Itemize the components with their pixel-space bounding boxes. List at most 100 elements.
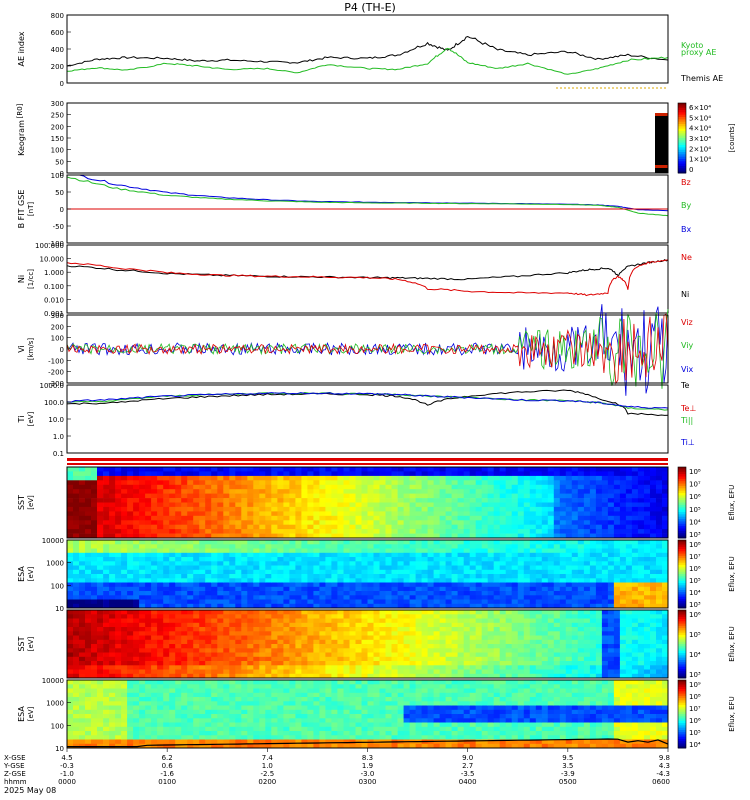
esa_ion-cell (602, 595, 608, 600)
esa_ion-cell (632, 600, 638, 605)
esa_ion-cell (79, 544, 85, 549)
sst_ion-cell (356, 498, 362, 503)
esa_ion-cell (464, 553, 470, 558)
sst_ion-cell (500, 494, 506, 499)
sst_ion-cell (362, 467, 368, 472)
sst_ion-cell (217, 480, 223, 485)
sst_ion-cell (145, 485, 151, 490)
sst_ion-cell (217, 467, 223, 472)
sst_elec-cell (175, 665, 181, 670)
sst_elec-cell (518, 665, 524, 670)
sst_ion-cell (542, 494, 548, 499)
sst_elec-cell (151, 657, 157, 662)
sst_ion-cell (103, 516, 109, 521)
sst_elec-cell (307, 648, 313, 653)
sst_elec-cell (626, 657, 632, 662)
sst_elec-cell (434, 644, 440, 649)
sst_ion-cell (121, 467, 127, 472)
sst_elec-cell (289, 640, 295, 645)
esa_ion-cell (392, 578, 398, 583)
sst_ion-cell (356, 494, 362, 499)
sst_ion-cell (476, 498, 482, 503)
esa_ion-cell (644, 549, 650, 554)
sst_elec-cell (488, 657, 494, 662)
esa_ion-cell (512, 553, 518, 558)
sst_elec-cell (115, 627, 121, 632)
sst_ion-cell (199, 525, 205, 530)
sst_elec-cell (247, 648, 253, 653)
sst_ion-cell (301, 480, 307, 485)
esa_ion-cell (536, 587, 542, 592)
sst_elec-cell (235, 665, 241, 670)
sst_ion-cell (271, 511, 277, 516)
sst_ion-cell (344, 503, 350, 508)
sst_ion-cell (656, 476, 662, 481)
sst_ion-cell (536, 507, 542, 512)
esa_ion-cell (626, 570, 632, 575)
sst_elec-cell (428, 653, 434, 658)
sst_ion-cell (416, 476, 422, 481)
esa_ion-cell (662, 566, 668, 571)
sst_elec-cell (337, 623, 343, 628)
sst_elec-cell (428, 661, 434, 666)
sst_ion-cell (127, 516, 133, 521)
sst_elec-cell (259, 623, 265, 628)
sst_elec-cell (295, 670, 301, 675)
sst_elec-cell (319, 627, 325, 632)
sst_elec-cell (554, 636, 560, 641)
sst_ion-cell (344, 511, 350, 516)
esa_ion-cell (356, 587, 362, 592)
sst_ion-cell (295, 507, 301, 512)
esa_ion-cell (337, 574, 343, 579)
sst_elec-cell (337, 644, 343, 649)
sst_elec-cell (446, 614, 452, 619)
sst_ion-cell (181, 485, 187, 490)
esa_ion-cell (494, 570, 500, 575)
esa_ion-cell (362, 578, 368, 583)
esa_ion-cell (644, 574, 650, 579)
sst_elec-cell (115, 648, 121, 653)
esa_ion-cell (157, 583, 163, 588)
sst_ion-cell (500, 480, 506, 485)
sst_elec-cell (350, 653, 356, 658)
sst_ion-cell (416, 529, 422, 534)
sst_ion-cell (422, 516, 428, 521)
sst_ion-cell (638, 507, 644, 512)
sst_ion-cell (211, 489, 217, 494)
esa_ion-cell (121, 570, 127, 575)
sst_elec-cell (572, 657, 578, 662)
esa_ion-cell (139, 553, 145, 558)
velocity-legend-0: Viz (681, 318, 693, 327)
temperature-ytick: 1000.0 (40, 382, 65, 390)
esa_ion-cell (638, 587, 644, 592)
sst_elec-cell (644, 636, 650, 641)
sst_ion-cell (644, 529, 650, 534)
sst_ion-cell (650, 489, 656, 494)
sst_ion-cell (175, 525, 181, 530)
esa_ion-cell (319, 600, 325, 605)
sst_ion-cell (283, 476, 289, 481)
sst_elec-cell (584, 636, 590, 641)
sst_ion-cell (410, 520, 416, 525)
sst_ion-cell (223, 467, 229, 472)
sst_ion-cell (626, 480, 632, 485)
esa_ion-cell (97, 587, 103, 592)
esa_ion-cell (277, 557, 283, 562)
keogram-colorbar-tick: 5×10⁴ (689, 114, 711, 122)
sst_elec-cell (79, 636, 85, 641)
esa_ion-cell (530, 578, 536, 583)
esa_ion-cell (145, 557, 151, 562)
sst_ion-cell (518, 498, 524, 503)
sst_elec-cell (187, 619, 193, 624)
esa_ion-cell (572, 574, 578, 579)
esa_ion-cell (572, 549, 578, 554)
sst_elec-cell (163, 627, 169, 632)
sst_elec-cell (416, 623, 422, 628)
esa_ion-cell (337, 587, 343, 592)
sst_ion-cell (157, 471, 163, 476)
sst_elec-cell (626, 670, 632, 675)
sst_elec-cell (235, 614, 241, 619)
bfield-series-by (67, 177, 668, 216)
esa_ion-cell (542, 549, 548, 554)
sst_elec-cell (464, 653, 470, 658)
